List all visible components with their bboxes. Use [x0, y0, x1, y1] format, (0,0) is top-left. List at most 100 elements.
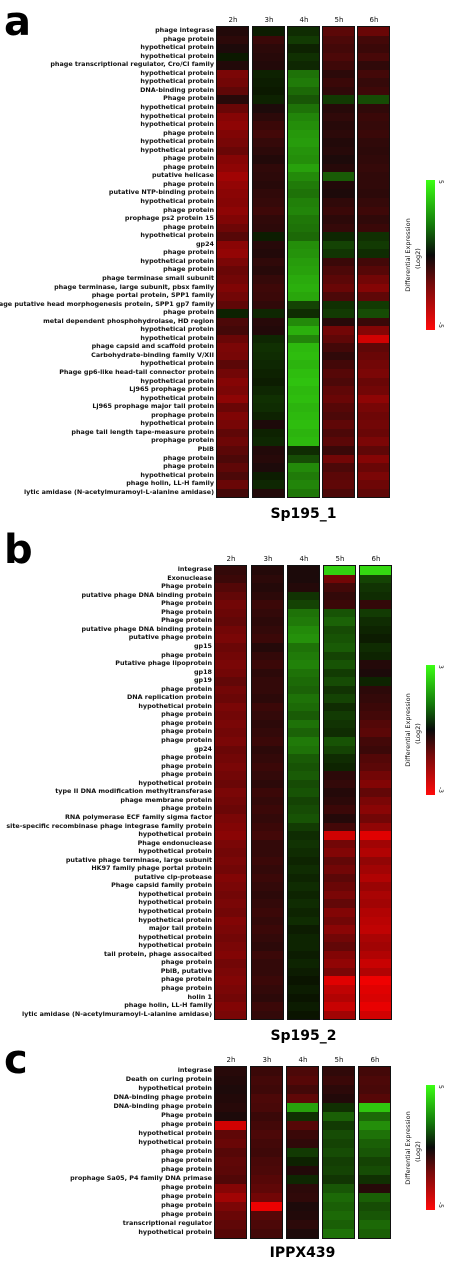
heatmap-cell [358, 437, 389, 447]
heatmap-cell [253, 403, 284, 413]
heatmap-cell [323, 1103, 354, 1113]
heatmap-cell [323, 180, 354, 191]
heatmap-cell [217, 198, 248, 208]
heatmap-cell [217, 454, 248, 464]
row-label: gp15 [193, 641, 212, 650]
heatmap-cell [358, 52, 389, 62]
heatmap-cell [252, 865, 283, 875]
heatmap-cell [323, 52, 354, 62]
heatmap-cell [288, 172, 319, 182]
heatmap-cell [323, 326, 354, 336]
heatmap-cell [215, 625, 246, 635]
row-label: hypothetical protein [140, 256, 214, 265]
heatmap-cell [323, 283, 354, 293]
heatmap-cell [323, 35, 354, 45]
heatmap-cell [217, 172, 248, 182]
heatmap-cell [215, 1130, 246, 1140]
heatmap-cell [217, 223, 248, 233]
heatmap-cell [287, 1130, 318, 1140]
row-label: hypothetical protein [138, 889, 212, 898]
heatmap-cell [215, 711, 246, 721]
heatmap-cell [288, 950, 319, 960]
heatmap-cell [251, 1067, 282, 1077]
heatmap-cell [217, 463, 248, 473]
heatmap-cell [217, 146, 248, 156]
heatmap-cell [215, 1121, 246, 1131]
row-label: hypothetical protein [138, 1129, 212, 1137]
heatmap-cell [215, 617, 246, 627]
heatmap-cell [288, 625, 319, 635]
heatmap-cell [288, 685, 319, 695]
heatmap-cell [253, 198, 284, 208]
heatmap-cell [253, 180, 284, 191]
heatmap-cell [323, 155, 354, 165]
row-label: hypothetical protein [138, 915, 212, 924]
heatmap-cell [360, 959, 391, 969]
row-label: phage holin, LL-H family [126, 479, 214, 488]
row-label: hypothetical protein [140, 359, 214, 368]
heatmap-cell [360, 805, 391, 815]
heatmap-cell [358, 488, 389, 498]
row-label: putative clp-protease [134, 872, 212, 881]
heatmap-cell [288, 138, 319, 148]
heatmap-cell [358, 343, 389, 353]
heatmap-cell [251, 1130, 282, 1140]
heatmap-cell [358, 428, 389, 438]
row-label: phage protein [161, 1165, 212, 1173]
heatmap-cell [253, 112, 284, 122]
row-label: phage capsid and scaffold protein [91, 342, 214, 351]
heatmap-cell [288, 737, 319, 747]
row-label: hypothetical protein [140, 145, 214, 154]
heatmap-cell [288, 283, 319, 293]
heatmap-cell [358, 121, 389, 131]
heatmap-cell [217, 129, 248, 139]
heatmap-cell [215, 916, 246, 926]
row-label: phage protein [161, 718, 212, 727]
row-label: phage protein [161, 727, 212, 736]
heatmap-cell [288, 668, 319, 678]
heatmap-cell [360, 993, 391, 1003]
heatmap-cell [288, 882, 319, 892]
heatmap-cell [287, 1211, 318, 1221]
legend-title-text: Differential Expression [404, 1110, 412, 1185]
heatmap-cell [288, 223, 319, 233]
heatmap-cell [215, 1175, 246, 1185]
heatmap-cell [217, 249, 248, 259]
heatmap-cell [323, 138, 354, 148]
heatmap-cell [287, 1184, 318, 1194]
heatmap-cell [324, 959, 355, 969]
heatmap-cell [288, 249, 319, 259]
heatmap-cell [253, 471, 284, 481]
heatmap-cell [252, 566, 283, 576]
heatmap-cell [359, 1139, 390, 1149]
row-label: tail protein, phage assocaited [103, 949, 212, 958]
heatmap-column [216, 26, 249, 499]
heatmap-cell [215, 959, 246, 969]
heatmap-cell [360, 754, 391, 764]
row-label: DNA-binding phage protein [113, 1093, 213, 1101]
heatmap-cell [287, 1220, 318, 1230]
heatmap-cell [217, 95, 248, 105]
heatmap-cell [288, 454, 319, 464]
sample-title: IPPX439 [269, 1245, 336, 1261]
heatmap-cell [323, 172, 354, 182]
heatmap-cell [251, 1121, 282, 1131]
heatmap-cell [360, 711, 391, 721]
heatmap-cell [253, 480, 284, 490]
heatmap-cell [358, 103, 389, 114]
row-label: phage protein [161, 975, 212, 984]
legend-title: Differential Expression [404, 1096, 412, 1200]
row-label: phage protein [163, 248, 214, 257]
heatmap-cell [215, 882, 246, 892]
row-label: Putative phage lipoprotein [115, 659, 212, 668]
heatmap-cell [324, 745, 355, 755]
row-label: phage protein [161, 761, 212, 770]
heatmap-cell [323, 1184, 354, 1194]
heatmap-cell [359, 1211, 390, 1221]
heatmap-cell [253, 428, 284, 438]
heatmap-cell [288, 583, 319, 593]
row-label: Carbohydrate-binding family V/XII [91, 350, 214, 359]
row-label: phage protein [161, 710, 212, 719]
legend-title: Differential Expression [404, 678, 412, 782]
legend-min-label: -5 [437, 322, 444, 328]
